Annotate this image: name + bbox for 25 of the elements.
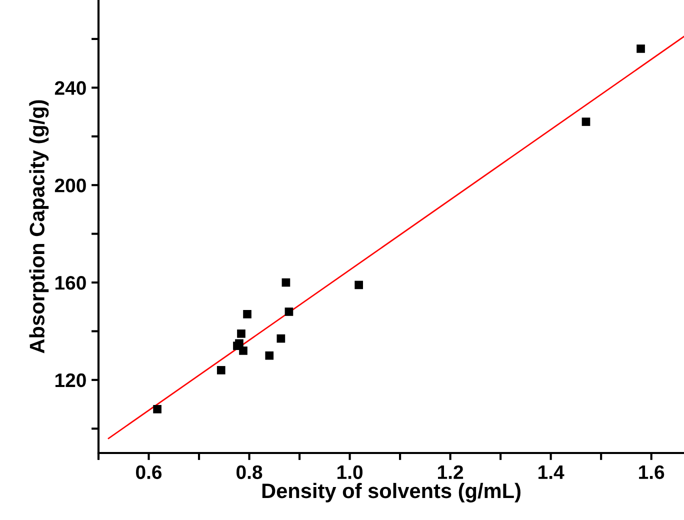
point xyxy=(243,310,252,318)
point xyxy=(354,280,363,290)
x-tick-label: 1.2 xyxy=(438,465,464,479)
y-tick-label: 200 xyxy=(54,178,86,192)
y-tick-label: 240 xyxy=(54,81,86,95)
x-tick-label: 0.8 xyxy=(236,465,262,480)
x-tick-label: 0.6 xyxy=(136,465,162,480)
y-tick-label: 160 xyxy=(55,276,86,290)
x-tick-label: 1.4 xyxy=(538,466,564,479)
point xyxy=(636,44,645,53)
point xyxy=(153,404,162,414)
point xyxy=(216,366,226,374)
point xyxy=(237,329,246,338)
point xyxy=(582,118,590,126)
x-tick-label: 1.0 xyxy=(338,465,363,480)
point xyxy=(239,346,248,355)
x-tick-label: 1.6 xyxy=(639,465,664,480)
point xyxy=(235,339,244,348)
point xyxy=(265,351,274,360)
point xyxy=(284,308,294,316)
point xyxy=(282,278,290,287)
point xyxy=(276,334,286,343)
y-tick-label: 120 xyxy=(55,373,86,388)
x-axis-title: Density of solvents (g/mL) xyxy=(262,482,520,502)
y-axis-title: Absorption Capacity (g/g) xyxy=(29,100,49,354)
